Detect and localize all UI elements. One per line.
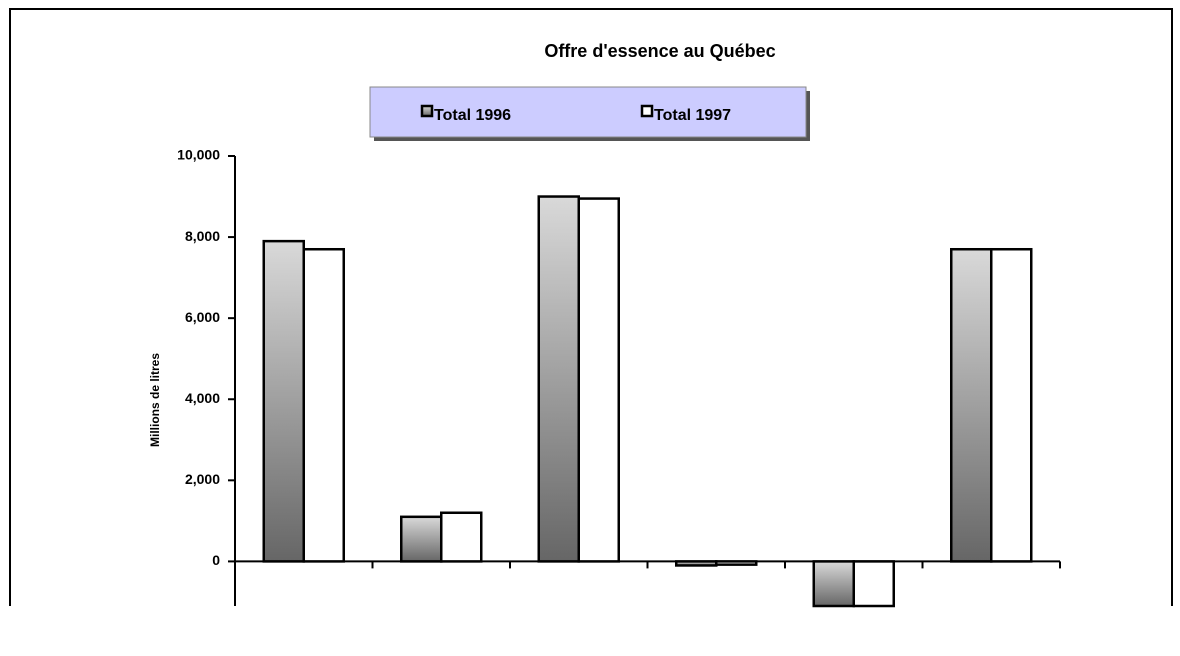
y-tick-label: 10,000 xyxy=(177,147,220,163)
bar xyxy=(675,560,718,567)
legend-swatch xyxy=(640,104,654,118)
bar xyxy=(715,560,758,566)
bar xyxy=(577,197,620,563)
y-tick-label: 6,000 xyxy=(185,309,220,325)
legend-label: Total 1996 xyxy=(434,107,511,124)
bar xyxy=(440,511,483,563)
legend-label: Total 1997 xyxy=(654,107,731,124)
bar xyxy=(302,247,345,563)
chart-title: Offre d'essence au Québec xyxy=(544,41,775,61)
y-tick-label: 8,000 xyxy=(185,228,220,244)
y-tick-label: 4,000 xyxy=(185,390,220,406)
legend-box xyxy=(369,86,807,138)
bar xyxy=(262,239,305,563)
bar xyxy=(950,247,993,563)
bar xyxy=(852,560,895,608)
legend-swatch xyxy=(420,104,434,118)
bar xyxy=(537,195,580,563)
bar xyxy=(400,515,443,563)
y-axis-label: Millions de litres xyxy=(148,353,162,447)
bar xyxy=(990,247,1033,563)
y-tick-label: 0 xyxy=(212,552,220,568)
bar xyxy=(812,560,855,608)
chart-frame xyxy=(9,8,1173,606)
y-tick-label: 2,000 xyxy=(185,471,220,487)
